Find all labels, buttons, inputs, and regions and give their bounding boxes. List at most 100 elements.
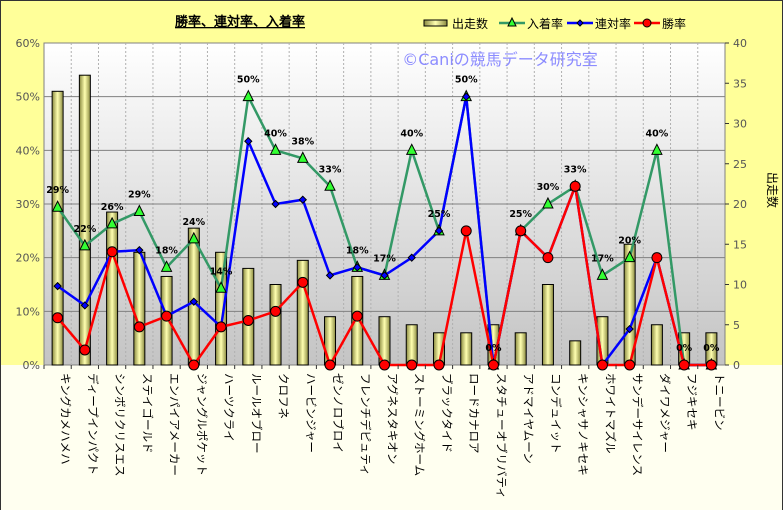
right-tick-label: 35 bbox=[733, 77, 747, 90]
x-tick-label: キングカメハメハ bbox=[59, 373, 73, 465]
x-tick-label: エンパイアメーカー bbox=[168, 373, 182, 476]
diamond-marker bbox=[271, 199, 280, 209]
data-label: 29% bbox=[46, 185, 69, 196]
x-tick-label: ダイワメジャー bbox=[658, 373, 672, 453]
triangle-marker bbox=[79, 238, 91, 251]
legend-circle-icon bbox=[642, 18, 652, 28]
data-label: 18% bbox=[155, 245, 178, 256]
legend-label: 入着率 bbox=[527, 16, 563, 31]
triangle-marker bbox=[324, 179, 336, 191]
diamond-marker bbox=[407, 253, 416, 262]
diamond-marker bbox=[462, 92, 471, 101]
triangle-marker bbox=[160, 260, 173, 272]
diamond-marker bbox=[80, 301, 90, 310]
data-label: 25% bbox=[428, 209, 451, 220]
triangle-marker bbox=[651, 143, 663, 155]
legend-triangle-icon bbox=[507, 16, 517, 27]
triangle-marker bbox=[623, 250, 636, 263]
triangle-marker bbox=[296, 151, 309, 163]
bar-出走数 bbox=[215, 251, 228, 366]
right-tick-label: 20 bbox=[733, 198, 747, 211]
left-tick-label: 60% bbox=[16, 37, 40, 50]
x-tick-label: ジャングルポケット bbox=[195, 373, 209, 476]
data-label: 50% bbox=[237, 75, 260, 86]
legend: 出走数 入着率 連対率 勝率 bbox=[423, 16, 686, 31]
circle-marker bbox=[379, 359, 390, 371]
lines: 29% 22% 26% 29% 18% 24% 14% 50% 40% 38% 33% 18% 17% 4… bbox=[46, 75, 720, 371]
left-tick-label: 40% bbox=[16, 144, 40, 157]
diamond-marker bbox=[380, 271, 389, 280]
legend-label: 連対率 bbox=[595, 16, 631, 31]
x-tick-label: ハーツクライ bbox=[222, 373, 236, 442]
x-tick-label: ゼンノロブロイ bbox=[331, 373, 345, 453]
circle-marker bbox=[351, 310, 363, 322]
x-tick-label: アグネスタキオン bbox=[386, 373, 400, 464]
circle-marker bbox=[542, 252, 554, 264]
circle-marker bbox=[406, 359, 418, 371]
axes: 0% 10% 20% 30% 40% 50% 60% 0 5 10 15 20 25 30 35 40 キングカ… bbox=[16, 37, 747, 499]
data-label: 18% bbox=[346, 245, 369, 256]
right-tick-label: 0 bbox=[733, 359, 740, 372]
data-label: 50% bbox=[455, 75, 478, 86]
right-tick-label: 10 bbox=[733, 279, 747, 292]
circle-marker bbox=[596, 359, 608, 371]
right-tick-label: 15 bbox=[733, 238, 747, 251]
chart-title: 勝率、連対率、入着率 bbox=[175, 14, 305, 30]
circle-marker bbox=[324, 359, 336, 371]
data-label: 14% bbox=[210, 266, 233, 277]
x-tick-label: アドマイヤムーン bbox=[522, 373, 536, 464]
data-label: 29% bbox=[128, 190, 151, 201]
data-label: 40% bbox=[264, 128, 287, 139]
bar-出走数 bbox=[569, 340, 582, 366]
bar-出走数 bbox=[106, 211, 119, 366]
triangle-marker bbox=[215, 281, 227, 293]
legend-label: 勝率 bbox=[662, 16, 686, 31]
right-axis-title: 出走数 bbox=[765, 172, 780, 208]
circle-marker bbox=[79, 344, 91, 356]
diamond-marker bbox=[189, 297, 199, 306]
x-tick-label: キンシャサノキセキ bbox=[576, 373, 590, 476]
triangle-marker bbox=[542, 196, 554, 209]
triangle-marker bbox=[242, 89, 255, 102]
right-tick-label: 40 bbox=[733, 37, 747, 50]
bar-出走数 bbox=[650, 324, 663, 366]
x-tick-label: ディープインパクト bbox=[86, 373, 100, 475]
x-tick-label: サンデーサイレンス bbox=[631, 373, 645, 476]
circle-marker bbox=[106, 246, 118, 258]
x-tick-label: ステイゴールド bbox=[140, 373, 154, 454]
bar-出走数 bbox=[296, 259, 309, 366]
circle-marker bbox=[270, 305, 282, 317]
data-label: 0% bbox=[703, 343, 720, 354]
label-area bbox=[1, 365, 782, 510]
data-label: 0% bbox=[676, 343, 693, 354]
right-tick-label: 25 bbox=[733, 158, 747, 171]
diamond-marker bbox=[353, 263, 362, 272]
data-label: 25% bbox=[509, 209, 532, 220]
gridlines bbox=[44, 43, 725, 365]
triangle-marker bbox=[269, 143, 282, 155]
circle-marker bbox=[705, 359, 717, 371]
triangle-marker bbox=[596, 268, 609, 280]
circle-marker bbox=[133, 321, 145, 333]
bar-出走数 bbox=[514, 332, 527, 366]
circle-marker bbox=[242, 314, 254, 326]
diamond-marker bbox=[135, 245, 144, 255]
x-tick-label: ハービンジャー bbox=[304, 373, 318, 453]
data-label: 20% bbox=[618, 236, 641, 247]
diamond-marker bbox=[325, 271, 335, 280]
bar-出走数 bbox=[78, 74, 91, 366]
left-tick-label: 20% bbox=[16, 252, 40, 265]
triangle-marker bbox=[188, 231, 200, 244]
data-label: 24% bbox=[182, 217, 205, 228]
diamond-marker bbox=[244, 137, 253, 146]
x-tick-label: ストーミングホーム bbox=[413, 373, 427, 476]
x-tick-label: スタチューオブリバティ bbox=[494, 373, 508, 499]
bar-出走数 bbox=[541, 284, 554, 366]
circle-marker bbox=[569, 180, 581, 192]
data-label: 33% bbox=[319, 164, 342, 175]
data-label: 40% bbox=[400, 128, 423, 139]
right-tick-label: 5 bbox=[733, 319, 740, 332]
bar-出走数 bbox=[405, 324, 418, 366]
left-tick-label: 10% bbox=[16, 305, 40, 318]
